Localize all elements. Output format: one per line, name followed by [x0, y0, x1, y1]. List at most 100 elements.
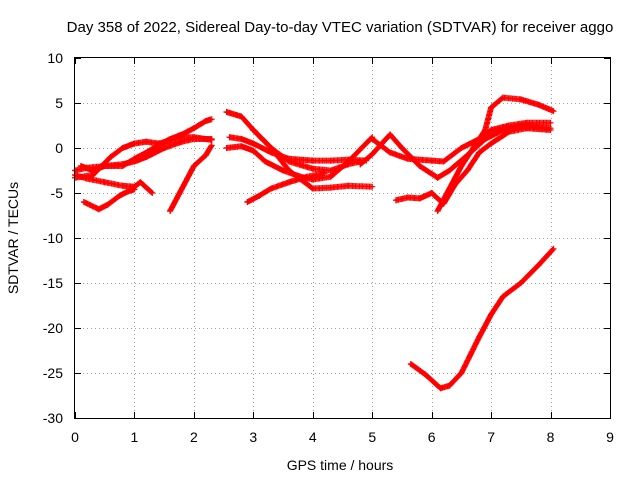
data-point [83, 175, 90, 182]
data-point [131, 155, 138, 162]
data-point [223, 109, 230, 115]
data-point [80, 199, 87, 205]
data-point [488, 140, 495, 147]
data-point [505, 128, 512, 135]
data-point [434, 208, 441, 214]
data-point [470, 145, 477, 151]
data-point [500, 293, 506, 300]
x-tick-label: 2 [190, 429, 198, 445]
data-point [286, 155, 292, 162]
data-point [268, 145, 275, 151]
x-tick-label: 4 [309, 429, 317, 445]
data-point [458, 370, 465, 376]
data-point [327, 184, 334, 191]
data-point [155, 142, 162, 149]
data-point [550, 245, 557, 252]
data-point [89, 167, 96, 174]
data-point [95, 206, 102, 213]
data-point [488, 104, 495, 111]
data-point [190, 163, 197, 169]
data-point [167, 136, 174, 142]
data-point [488, 311, 495, 318]
data-point [357, 161, 364, 168]
x-tick-label: 9 [606, 429, 614, 445]
data-point [223, 145, 230, 151]
data-point [440, 158, 447, 165]
data-point [535, 101, 542, 108]
data-point [398, 145, 405, 151]
data-point [208, 142, 215, 149]
data-point [482, 136, 489, 142]
data-point [345, 182, 352, 189]
series-s16 [407, 245, 557, 392]
data-point [500, 127, 506, 133]
x-tick-label: 8 [547, 429, 555, 445]
y-tick-label: 5 [55, 95, 63, 111]
data-point [345, 158, 352, 165]
data-point [286, 179, 292, 186]
data-point [446, 185, 453, 192]
data-point [437, 385, 444, 392]
series-s6 [167, 142, 215, 214]
data-point [137, 179, 144, 186]
data-point [161, 145, 168, 151]
data-point [500, 94, 506, 101]
data-point [250, 140, 257, 147]
series-s5 [77, 116, 215, 174]
data-point [149, 190, 156, 196]
data-point [458, 145, 465, 151]
y-tick-label: -20 [43, 320, 63, 336]
data-point [547, 127, 554, 133]
data-point [416, 195, 423, 202]
data-point [404, 194, 411, 201]
data-point [256, 192, 263, 199]
data-point [77, 163, 84, 169]
data-point [143, 138, 150, 145]
data-point [244, 199, 251, 205]
y-tick-label: 10 [47, 50, 63, 66]
series-markers [407, 246, 556, 392]
data-point [428, 157, 435, 164]
data-point [167, 208, 174, 214]
data-point [407, 361, 414, 367]
data-point [262, 158, 269, 165]
x-tick-label: 3 [249, 429, 257, 445]
data-point [434, 174, 441, 181]
x-tick-label: 5 [368, 429, 376, 445]
y-tick-label: -30 [43, 410, 63, 426]
y-tick-label: 0 [55, 140, 63, 156]
data-point [101, 179, 108, 186]
series-s11 [250, 127, 376, 192]
data-point [101, 163, 108, 169]
series-markers [167, 143, 215, 214]
data-point [202, 152, 209, 159]
data-point [119, 163, 126, 169]
data-point [226, 134, 233, 141]
data-series [72, 94, 557, 392]
y-axis-label: SDTVAR / TECUs [5, 182, 21, 294]
data-point [550, 108, 557, 115]
data-point [208, 136, 215, 143]
data-point [280, 167, 287, 174]
data-point [107, 154, 114, 160]
data-point [190, 125, 197, 132]
x-axis-label: GPS time / hours [287, 457, 394, 473]
y-tick-label: -15 [43, 275, 63, 291]
data-point [387, 149, 394, 156]
series-markers [72, 172, 155, 196]
data-point [369, 136, 376, 142]
data-point [143, 149, 150, 156]
data-point [309, 185, 316, 192]
data-point [125, 188, 132, 195]
data-point [309, 165, 316, 172]
data-point [393, 197, 399, 204]
data-point [422, 371, 429, 378]
data-point [476, 149, 483, 156]
data-point [309, 157, 316, 164]
data-point [464, 167, 471, 174]
y-tick-label: -25 [43, 365, 63, 381]
series-s10 [244, 170, 328, 205]
data-point [250, 147, 257, 154]
data-point [250, 127, 257, 133]
data-point [482, 127, 489, 133]
